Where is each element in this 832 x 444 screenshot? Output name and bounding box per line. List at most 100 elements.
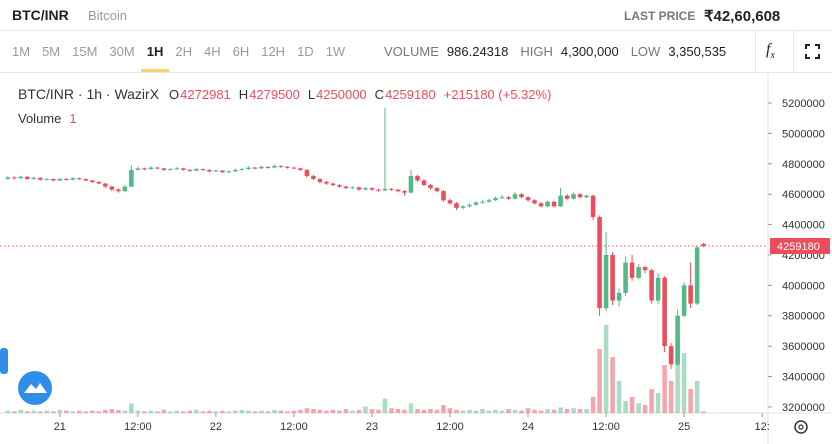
interval-button[interactable]: 4H — [203, 44, 221, 59]
candle-body — [259, 166, 264, 169]
interval-button[interactable]: 15M — [72, 44, 98, 59]
y-tick-label: 3600000 — [782, 341, 825, 353]
last-price: ₹42,60,608 — [704, 8, 781, 25]
y-tick-label: 4000000 — [782, 280, 825, 292]
volume-bar — [532, 409, 537, 413]
candle-body — [38, 177, 43, 180]
volume-bar — [538, 410, 544, 413]
volume-bar — [194, 409, 199, 413]
candle-body — [447, 200, 453, 204]
candle-body — [116, 189, 121, 192]
volume-bar — [18, 409, 24, 413]
fullscreen-button[interactable] — [805, 44, 820, 59]
interval-button[interactable]: 1W — [325, 44, 346, 59]
volume-bar — [668, 381, 674, 413]
candle-body — [538, 203, 544, 207]
volume-bar — [636, 403, 641, 413]
y-tick-label: 5200000 — [782, 98, 825, 110]
candle-body — [77, 178, 82, 180]
candle-body — [18, 176, 24, 179]
candle-body — [285, 166, 290, 168]
candle-body — [57, 178, 63, 181]
chart: 3200000340000036000003800000400000042000… — [0, 72, 832, 444]
volume-bar — [350, 410, 355, 413]
last-price-label: LAST PRICE — [624, 9, 696, 23]
change: +215180 (+5.32%) — [444, 87, 552, 102]
volume-bar — [376, 409, 381, 413]
candle-body — [642, 267, 648, 271]
volume-bar — [584, 409, 589, 413]
candle-body — [415, 175, 420, 181]
candle-body — [525, 197, 531, 201]
candle-body — [675, 315, 680, 365]
candle-body — [512, 194, 518, 199]
volume-bar — [38, 411, 43, 413]
volume-bar — [571, 408, 576, 413]
volume-bar — [441, 405, 446, 413]
candle-body — [434, 188, 440, 192]
stat-label: LOW — [630, 44, 661, 59]
separator — [755, 31, 756, 72]
candle-body — [558, 195, 563, 207]
candle-body — [493, 197, 498, 201]
stat-value: 3,350,535 — [668, 44, 727, 59]
volume-bar — [213, 411, 219, 413]
volume-bar — [655, 393, 661, 413]
volume-bar — [467, 409, 472, 413]
candle-body — [330, 183, 336, 186]
candle-body — [233, 169, 238, 172]
candle-body — [64, 178, 69, 180]
interval-button[interactable]: 6H — [232, 44, 250, 59]
interval-button[interactable]: 12H — [261, 44, 286, 59]
indicators-button[interactable]: fx — [766, 41, 775, 62]
interval-button[interactable]: 1M — [12, 44, 31, 59]
candle-body — [532, 200, 537, 204]
volume-bar — [96, 411, 102, 413]
volume-bar — [226, 411, 232, 413]
volume-bar — [187, 410, 193, 413]
last-price-tag — [770, 237, 830, 254]
candle-body — [506, 197, 511, 199]
volume-bar — [129, 403, 134, 413]
candle-body — [161, 168, 167, 170]
ohlc-value: 4259180 — [385, 87, 436, 102]
candle-body — [473, 202, 479, 205]
volume-bar — [623, 401, 628, 413]
interval-button[interactable]: 5M — [42, 44, 61, 59]
volume-bar — [590, 397, 596, 413]
volume-bar — [57, 409, 63, 413]
candle-body — [499, 197, 505, 199]
volume-bar — [460, 410, 466, 413]
volume-bar — [148, 410, 154, 413]
volume-bar — [103, 409, 108, 413]
candle-body — [83, 178, 89, 181]
x-tick-label: 12: — [754, 421, 769, 433]
pair: BTC/INR — [12, 7, 69, 23]
volume-bar — [603, 325, 609, 413]
side-tab[interactable] — [0, 348, 8, 374]
coin-name: Bitcoin — [88, 8, 128, 23]
volume-bar — [135, 410, 141, 413]
candle-body — [44, 178, 50, 180]
volume-bar — [525, 408, 531, 413]
candle-body — [649, 270, 654, 301]
interval-button[interactable]: 1H — [141, 31, 170, 72]
candle-body — [207, 169, 212, 172]
volume-bar — [577, 409, 583, 413]
stat-label: VOLUME — [384, 44, 439, 59]
y-tick-label: 4800000 — [782, 159, 825, 171]
candle-body — [272, 166, 277, 168]
interval-button[interactable]: 30M — [109, 44, 135, 59]
candle-body — [460, 206, 466, 208]
candle-body — [252, 167, 258, 169]
volume-bar — [688, 389, 693, 413]
interval-button[interactable]: 1D — [297, 44, 314, 59]
candle-body — [220, 170, 225, 173]
volume-bar — [493, 409, 498, 413]
settings-button[interactable] — [794, 420, 808, 434]
volume-bar — [298, 409, 303, 413]
interval-button[interactable]: 2H — [175, 44, 192, 59]
volume-bar — [389, 408, 394, 413]
y-tick-label: 4400000 — [782, 220, 825, 232]
